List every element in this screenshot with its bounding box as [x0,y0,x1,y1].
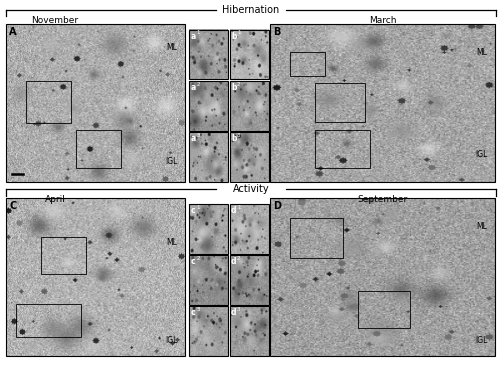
Text: 3: 3 [237,133,240,138]
Bar [230,204,268,254]
Text: 2: 2 [237,256,240,261]
Bar [270,198,495,356]
Text: b: b [231,32,236,40]
Bar [230,132,268,182]
Bar [6,24,185,182]
Text: November: November [32,16,78,24]
Bar [270,24,495,182]
Text: 1: 1 [237,205,240,210]
Bar [76,131,121,168]
Text: Activity: Activity [232,184,270,194]
Text: b: b [231,83,236,92]
Bar [230,30,268,79]
Text: c: c [190,257,195,266]
Bar [189,306,228,356]
Bar [26,81,71,124]
Text: 3: 3 [237,307,240,312]
Text: a: a [190,134,196,143]
Text: D: D [273,201,281,211]
Text: March: March [369,16,396,24]
Text: ML: ML [476,222,488,232]
Bar [230,306,268,356]
Bar [230,255,268,305]
Bar [189,204,228,254]
Text: 1: 1 [196,205,200,210]
Text: Hibernation: Hibernation [222,5,280,14]
Text: IGL: IGL [165,336,177,345]
Text: C: C [9,201,16,211]
Text: 3: 3 [196,307,200,312]
Bar [290,217,343,258]
Bar [189,30,228,79]
Bar [315,131,370,168]
Text: 2: 2 [237,82,240,86]
Text: d: d [231,308,236,317]
Text: 2: 2 [196,82,200,86]
Text: d: d [231,257,236,266]
Text: a: a [190,32,196,40]
Text: 1: 1 [237,30,240,35]
Text: 1: 1 [196,30,200,35]
Bar [290,52,325,76]
Text: B: B [273,27,280,37]
Text: 3: 3 [196,133,200,138]
Bar [41,237,86,274]
Text: ML: ML [476,48,488,57]
Text: ML: ML [166,238,177,247]
Bar [16,304,81,337]
Bar [6,198,185,356]
Bar [189,81,228,131]
Text: c: c [190,308,195,317]
Bar [358,291,410,328]
Text: c: c [190,206,195,215]
Bar [189,255,228,305]
Text: ML: ML [166,43,177,52]
Bar [230,81,268,131]
Bar [189,132,228,182]
Text: A: A [9,27,16,37]
Text: September: September [358,195,408,204]
Text: d: d [231,206,236,215]
Text: IGL: IGL [475,336,488,345]
Text: IGL: IGL [165,157,177,166]
Bar [315,83,365,122]
Text: IGL: IGL [475,151,488,160]
Text: b: b [231,134,236,143]
Text: a: a [190,83,196,92]
Text: April: April [44,195,66,204]
Text: 2: 2 [196,256,200,261]
